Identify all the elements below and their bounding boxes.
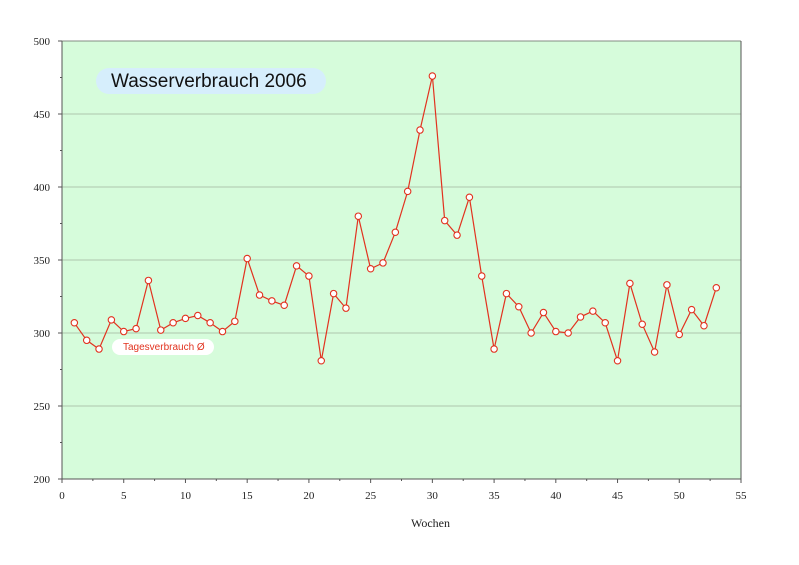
y-tick-label: 500 [34, 36, 51, 48]
data-point [391, 228, 400, 237]
data-point [663, 281, 671, 289]
x-tick-label: 5 [121, 490, 127, 502]
data-point [440, 216, 449, 225]
x-tick-label: 40 [550, 490, 562, 502]
data-point [95, 345, 103, 353]
data-point [650, 348, 659, 356]
y-tick-label: 350 [34, 255, 51, 267]
y-axis-ticks: 200 250 300 350 400 450 500 [34, 36, 62, 486]
data-point [626, 279, 634, 288]
data-point [539, 308, 548, 317]
data-point [515, 302, 523, 311]
data-point [576, 313, 585, 321]
data-point [206, 319, 214, 327]
data-point [243, 254, 251, 263]
data-point [169, 319, 177, 327]
data-point [317, 356, 326, 365]
y-tick-label: 400 [34, 182, 51, 194]
data-point [687, 305, 696, 314]
series-group [70, 72, 721, 365]
data-point [366, 265, 375, 273]
data-point [82, 336, 91, 345]
y-tick-label: 200 [34, 474, 51, 486]
data-point [527, 329, 535, 337]
data-point [342, 304, 350, 312]
x-tick-label: 15 [242, 490, 254, 502]
data-point [292, 262, 301, 270]
data-point [477, 272, 486, 280]
chart-title: Wasserverbrauch 2006 [111, 71, 307, 92]
data-point [613, 356, 622, 365]
legend-entry: Tagesverbrauch Ø [123, 342, 205, 353]
x-tick-label: 45 [612, 490, 624, 502]
data-point [675, 330, 684, 339]
data-point [601, 319, 609, 327]
x-tick-label: 25 [365, 490, 377, 502]
x-tick-label: 20 [303, 490, 315, 502]
data-point [403, 187, 412, 196]
data-point [589, 307, 597, 315]
x-tick-label: 55 [736, 490, 748, 502]
x-tick-label: 50 [674, 490, 686, 502]
title-background [96, 68, 326, 94]
data-point [465, 193, 474, 201]
data-point [194, 311, 202, 320]
x-axis-label: Wochen [411, 516, 450, 530]
data-point [119, 327, 128, 336]
chart-title-box: Wasserverbrauch 2006 [96, 68, 326, 94]
x-axis-ticks: 0 5 10 15 20 25 30 35 40 45 50 55 [59, 479, 747, 502]
data-point [552, 327, 560, 336]
data-point [329, 289, 338, 298]
data-point [453, 231, 461, 239]
x-tick-label: 35 [489, 490, 501, 502]
data-point [218, 327, 227, 336]
data-point [70, 319, 79, 327]
data-point [181, 314, 190, 323]
data-point [280, 301, 288, 310]
data-point [305, 272, 313, 280]
y-tick-label: 450 [34, 109, 51, 121]
x-tick-label: 30 [427, 490, 439, 502]
data-point [255, 291, 264, 299]
data-point [428, 72, 437, 80]
legend: Tagesverbrauch Ø [112, 339, 214, 355]
data-point [107, 316, 116, 324]
x-tick-label: 0 [59, 490, 65, 502]
data-point [712, 283, 721, 292]
data-point [564, 329, 572, 337]
y-tick-label: 250 [34, 401, 51, 413]
legend-background [112, 339, 214, 355]
data-point [144, 276, 153, 285]
data-point [416, 126, 424, 134]
data-point [502, 289, 511, 298]
data-point [379, 259, 387, 267]
data-point [490, 345, 498, 353]
data-point [231, 317, 239, 326]
data-point [354, 212, 363, 220]
x-tick-label: 10 [180, 490, 192, 502]
data-point [268, 297, 276, 305]
data-point [157, 326, 165, 334]
data-point [132, 324, 140, 333]
data-point [700, 321, 708, 330]
y-tick-label: 300 [34, 328, 51, 340]
data-point [638, 320, 646, 328]
